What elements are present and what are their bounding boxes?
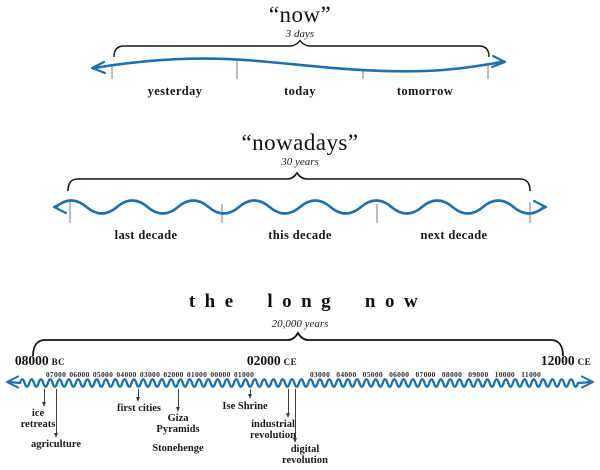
minor-year-label-ce-10000: 10000 xyxy=(494,370,515,379)
minor-year-label-bc-02000: 02000 xyxy=(163,370,184,379)
minor-year-label-ce-06000: 06000 xyxy=(389,370,410,379)
event-arrow-agriculture xyxy=(54,389,58,438)
era-value: 12000 xyxy=(540,353,575,368)
event-arrow-first-cities xyxy=(136,389,140,402)
event-label-line: Pyramids xyxy=(156,424,200,435)
event-label-industrial-revolution: industrial revolution xyxy=(250,419,296,441)
now-wave-arrow xyxy=(90,54,507,75)
now-label-today: today xyxy=(284,84,316,98)
event-arrow-ice-retreats xyxy=(42,389,46,407)
event-arrow-ise-shrine xyxy=(248,389,252,399)
event-arrow-digital-revolution xyxy=(293,389,297,443)
event-label-line: Ise Shrine xyxy=(222,401,268,412)
event-label-giza-pyramids: Giza Pyramids xyxy=(156,413,199,435)
event-label-ise-shrine: Ise Shrine xyxy=(222,401,267,412)
era-suffix: CE xyxy=(283,357,298,367)
event-arrow-industrial-revolution xyxy=(286,389,290,418)
nowadays-label-next-decade: next decade xyxy=(420,228,488,242)
event-label-line: revolution xyxy=(250,430,296,441)
long-now-subtitle: 20,000 years xyxy=(271,318,329,330)
era-value: 02000 xyxy=(246,353,281,368)
minor-year-label-bc-01000: 01000 xyxy=(186,370,208,379)
event-label-line: ice xyxy=(31,408,45,419)
nowadays-label-this-decade: this decade xyxy=(268,228,332,242)
era-suffix: CE xyxy=(577,357,592,367)
now-brace xyxy=(113,39,490,58)
event-label-line: revolution xyxy=(282,455,328,466)
era-label-12000-ce: 12000 CE xyxy=(541,352,591,370)
minor-year-label-ce-05000: 05000 xyxy=(362,370,383,379)
now-label-yesterday: yesterday xyxy=(147,84,203,98)
event-label-line: industrial xyxy=(251,419,295,430)
minor-year-label-bc-07000: 07000 xyxy=(45,370,67,379)
era-label-02000-ce: 02000 CE xyxy=(247,352,297,370)
nowadays-wave-arrow xyxy=(52,199,548,215)
event-label-line: Stonehenge xyxy=(152,443,204,454)
nowadays-label-last-decade: last decade xyxy=(114,228,178,242)
long-now-brace xyxy=(32,331,564,357)
long-now-title: the long now xyxy=(188,291,428,312)
minor-year-label-ce-04000: 04000 xyxy=(336,370,357,379)
now-subtitle: 3 days xyxy=(285,28,315,40)
now-ticks xyxy=(111,59,489,79)
minor-year-label-ce-08000: 08000 xyxy=(441,370,463,379)
minor-year-label-bc-03000: 03000 xyxy=(139,370,161,379)
long-now-wave-arrow xyxy=(6,375,594,389)
nowadays-subtitle: 30 years xyxy=(281,156,319,168)
minor-year-label-bc-00000: 00000 xyxy=(210,370,231,379)
now-label-tomorrow: tomorrow xyxy=(396,84,454,98)
event-label-first-cities: first cities xyxy=(117,403,161,414)
minor-year-label-ce-11000: 11000 xyxy=(521,370,542,379)
era-value: 08000 xyxy=(14,353,49,368)
now-title: “now” xyxy=(268,2,332,27)
minor-year-label-ce-03000: 03000 xyxy=(309,370,331,379)
era-suffix: BC xyxy=(51,357,66,367)
event-label-line: retreats xyxy=(20,419,56,430)
minor-year-label-bc-01000: 01000 xyxy=(233,370,255,379)
event-label-line: agriculture xyxy=(31,439,81,450)
era-label-08000-bc: 08000 BC xyxy=(15,352,65,370)
event-label-line: digital xyxy=(290,444,320,455)
event-label-line: Giza xyxy=(167,413,189,424)
minor-year-label-ce-09000: 09000 xyxy=(468,370,489,379)
nowadays-title: “nowadays” xyxy=(241,130,359,155)
event-arrow-giza-pyramids xyxy=(176,389,180,412)
minor-year-label-bc-05000: 05000 xyxy=(92,370,114,379)
event-label-digital-revolution: digital revolution xyxy=(282,444,328,466)
minor-year-label-ce-07000: 07000 xyxy=(415,370,436,379)
minor-year-label-bc-06000: 06000 xyxy=(69,370,90,379)
minor-year-label-bc-04000: 04000 xyxy=(116,370,137,379)
event-label-ice-retreats: ice retreats xyxy=(21,408,56,430)
nowadays-brace xyxy=(67,171,531,192)
event-label-stonehenge: Stonehenge xyxy=(152,443,203,454)
event-label-agriculture: agriculture xyxy=(31,439,81,450)
event-label-line: first cities xyxy=(116,403,162,414)
